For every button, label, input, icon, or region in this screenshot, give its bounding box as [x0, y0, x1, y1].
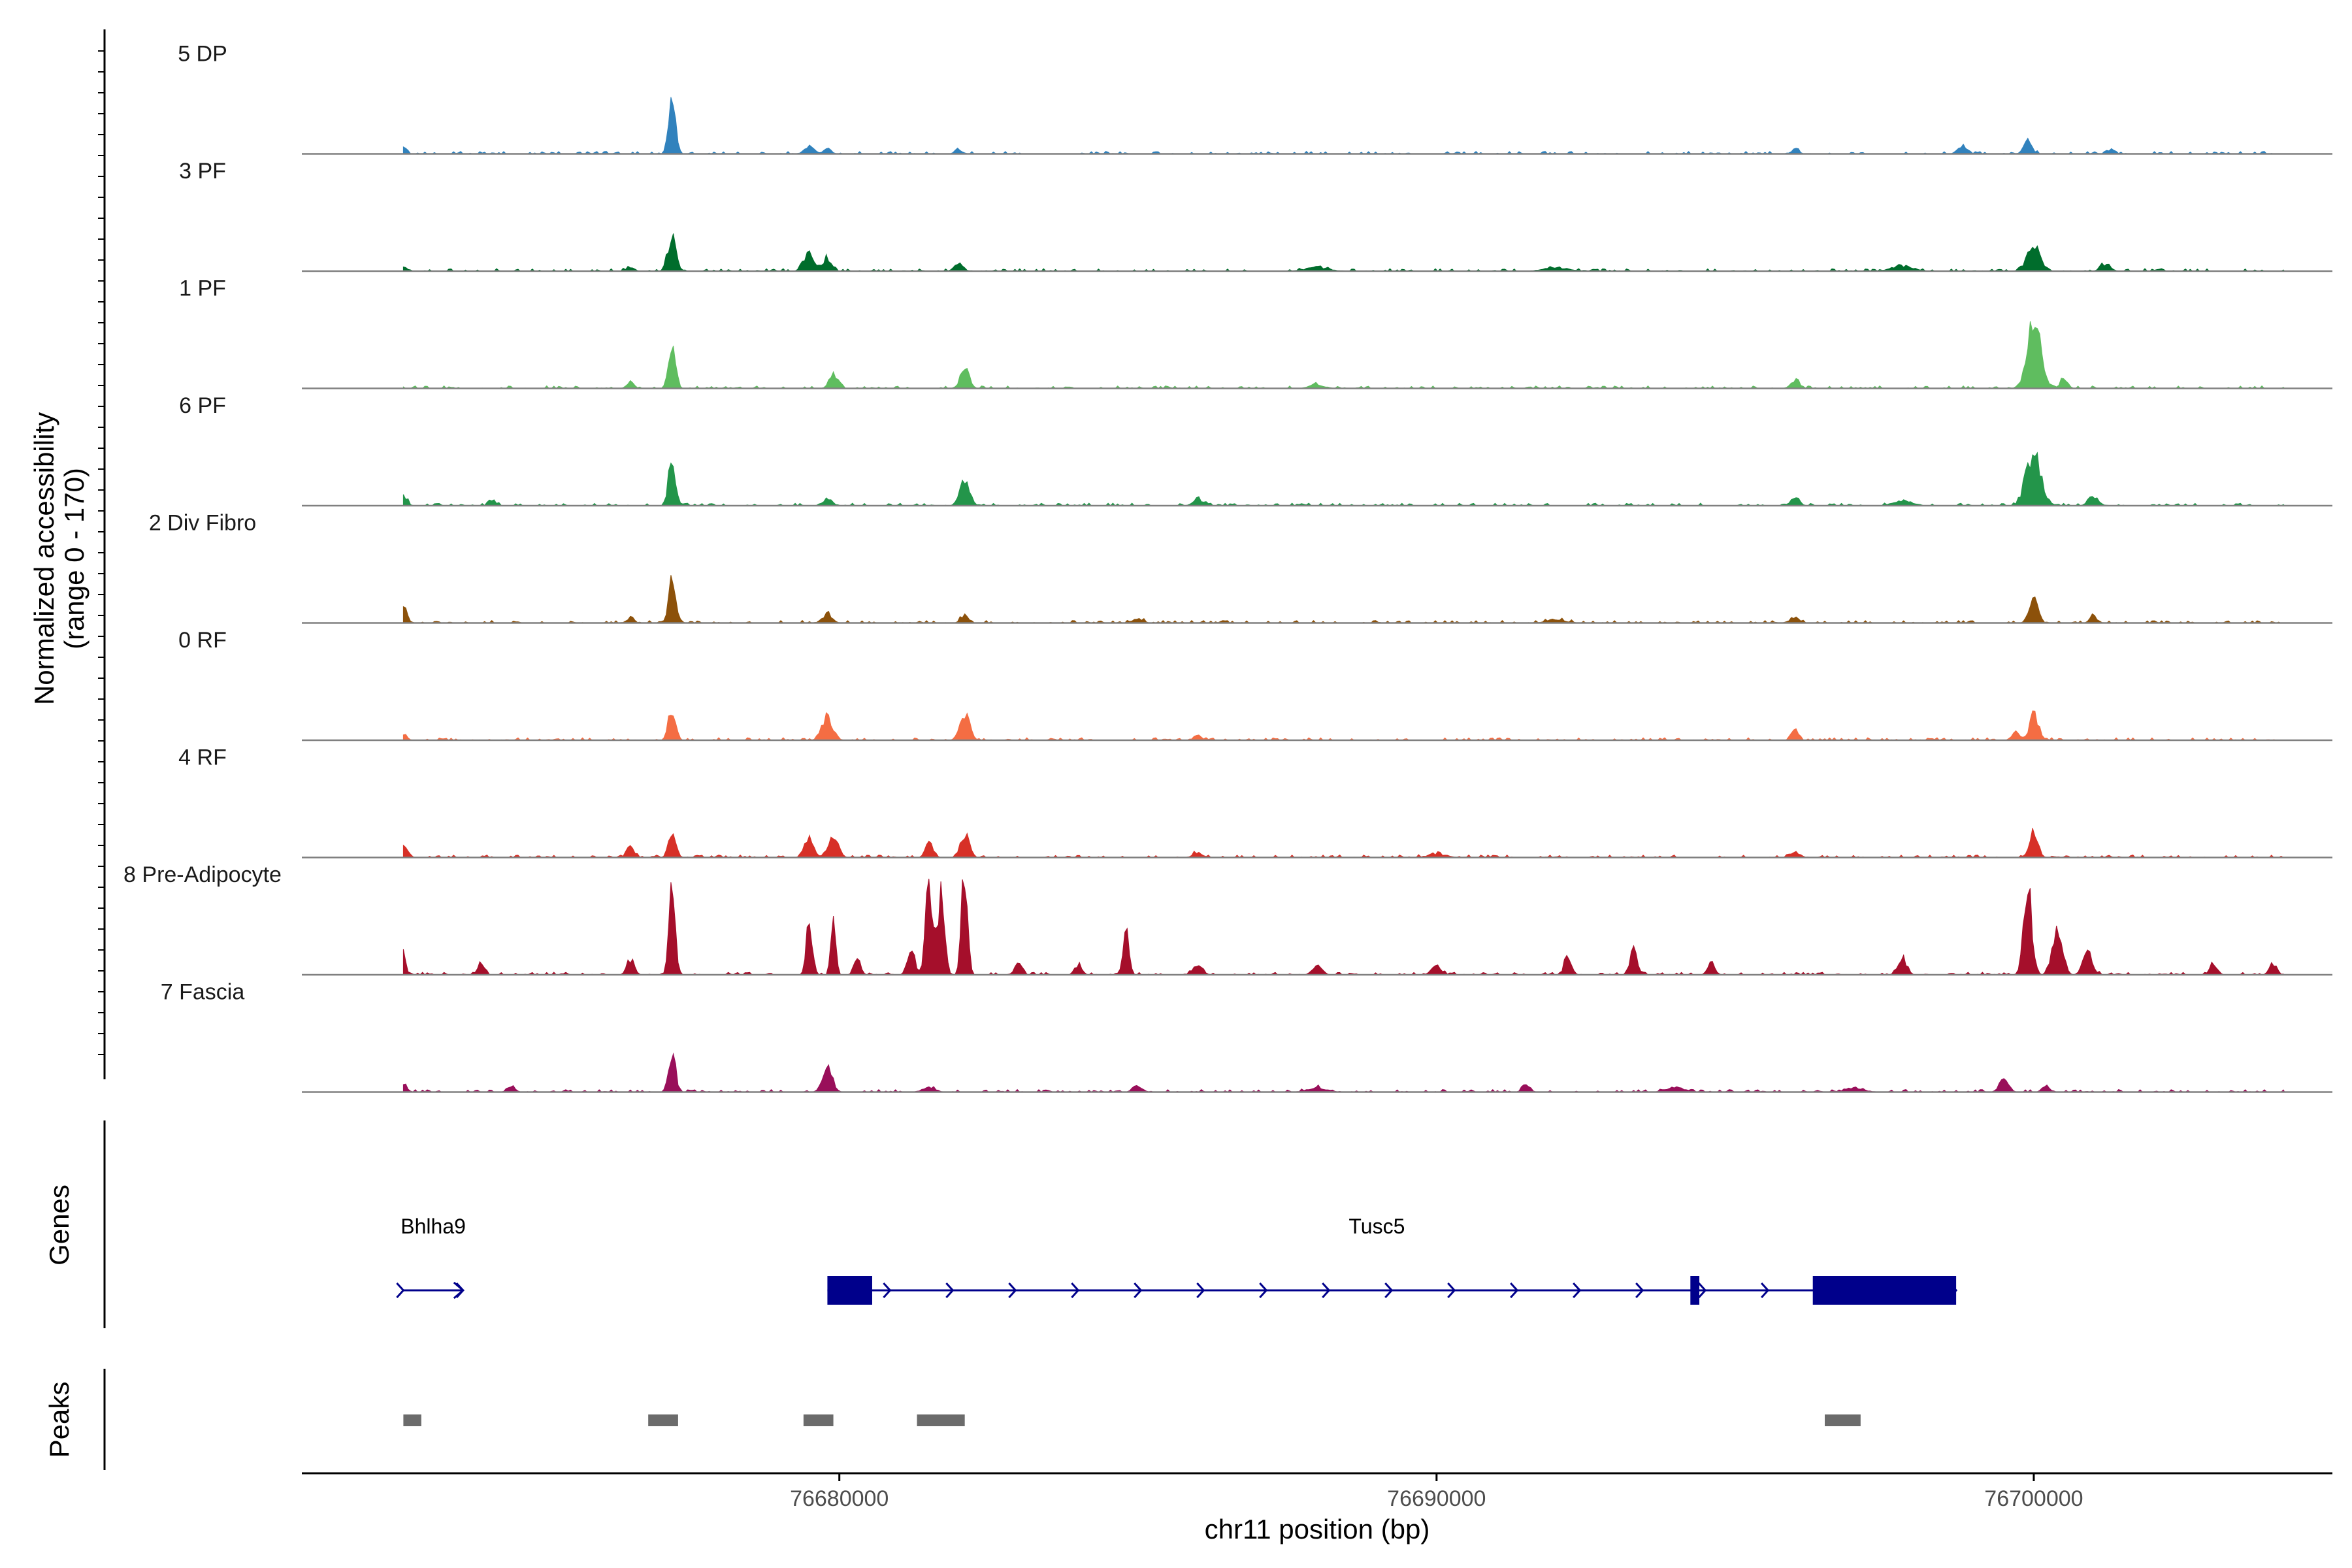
strand-arrow: [1196, 1282, 1205, 1299]
strand-arrow: [1071, 1282, 1080, 1299]
gene-name-label: Bhlha9: [400, 1215, 466, 1238]
genes-panel-title: Genes: [44, 1184, 74, 1266]
strand-arrow: [1635, 1282, 1644, 1299]
track-label: 6 PF: [179, 393, 226, 418]
strand-arrow: [1134, 1282, 1143, 1299]
strand-arrow: [883, 1282, 892, 1299]
track-3-pf: 3 PF: [179, 159, 2332, 272]
track-label: 3 PF: [179, 159, 226, 184]
x-axis-title: chr11 position (bp): [1205, 1514, 1430, 1544]
track-label: 4 RF: [178, 745, 227, 770]
track-label: 0 RF: [178, 628, 227, 653]
peak-region: [803, 1414, 834, 1426]
track-label: 7 Fascia: [161, 980, 245, 1005]
strand-arrow: [1573, 1282, 1582, 1299]
gene-exon: [1690, 1276, 1700, 1305]
y-axis-title-line1: Normalized accessibility: [29, 412, 59, 705]
track-0-rf: 0 RF: [178, 628, 2332, 742]
track-7-fascia: 7 Fascia: [161, 980, 2332, 1093]
x-axis-ticks: 76680000 76690000 76700000: [790, 1473, 2083, 1511]
x-tick-label: 76690000: [1387, 1486, 1486, 1511]
x-tick-label: 76680000: [790, 1486, 889, 1511]
coverage-axis-ticks: [98, 50, 105, 1055]
track-1-pf: 1 PF: [179, 276, 2332, 389]
strand-arrow: [1259, 1282, 1268, 1299]
strand-arrow: [1322, 1282, 1331, 1299]
gene-exon: [827, 1276, 872, 1305]
coverage-tracks: 5 DP 3 PF 1 PF 6 PF 2 Div Fibro 0 RF 4 RF 8 Pre…: [123, 42, 2332, 1093]
track-label: 2 Div Fibro: [149, 511, 256, 536]
strand-arrow: [945, 1282, 955, 1299]
strand-arrow: [1510, 1282, 1519, 1299]
strand-arrow: [453, 1281, 465, 1299]
peak-regions-track: [403, 1414, 1861, 1426]
peak-region: [917, 1414, 965, 1426]
strand-arrow: [1698, 1282, 1707, 1299]
gene-name-label: Tusc5: [1348, 1215, 1405, 1238]
track-2-div-fibro: 2 Div Fibro: [149, 511, 2332, 624]
gene-bhlha9: Bhlha9: [396, 1215, 466, 1299]
gene-exon: [1812, 1276, 1957, 1305]
track-4-rf: 4 RF: [178, 745, 2332, 858]
strand-arrow: [396, 1282, 405, 1299]
strand-arrow: [1761, 1282, 1770, 1299]
track-5-dp: 5 DP: [178, 42, 2332, 155]
strand-arrow: [1008, 1282, 1017, 1299]
track-label: 5 DP: [178, 42, 227, 67]
track-label: 1 PF: [179, 276, 226, 301]
peak-region: [648, 1414, 678, 1426]
track-6-pf: 6 PF: [179, 393, 2332, 507]
peaks-panel-title: Peaks: [44, 1382, 74, 1458]
gene-tusc5: Tusc5: [827, 1215, 1958, 1305]
x-tick-label: 76700000: [1984, 1486, 2083, 1511]
peak-region: [1825, 1414, 1861, 1426]
strand-arrow: [1447, 1282, 1456, 1299]
track-label: 8 Pre-Adipocyte: [123, 862, 282, 887]
track-8-pre-adipocyte: 8 Pre-Adipocyte: [123, 862, 2332, 976]
strand-arrow: [1384, 1282, 1394, 1299]
gene-annotation-track: Bhlha9 Tusc5: [396, 1215, 1958, 1305]
peak-region: [403, 1414, 421, 1426]
y-axis-title-line2: (range 0 - 170): [59, 468, 90, 649]
